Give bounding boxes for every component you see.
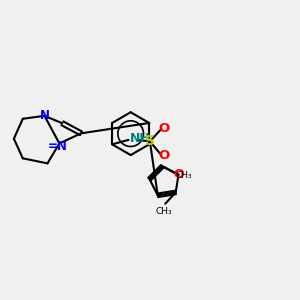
Text: CH₃: CH₃ [176, 171, 192, 180]
Text: CH₃: CH₃ [155, 207, 172, 216]
Text: O: O [158, 122, 169, 135]
Text: N: N [40, 109, 50, 122]
Text: =N: =N [48, 140, 68, 153]
Text: O: O [173, 168, 184, 181]
Text: O: O [158, 149, 169, 162]
Text: NH: NH [130, 132, 151, 145]
Text: S: S [145, 134, 155, 148]
